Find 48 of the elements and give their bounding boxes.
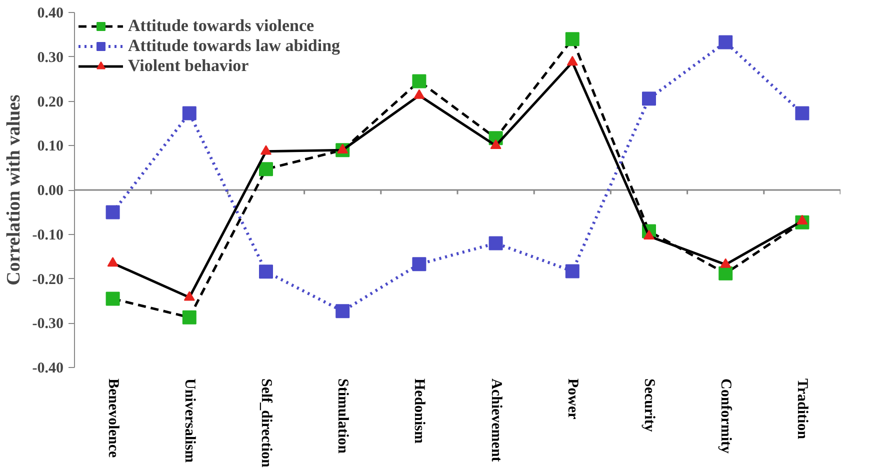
y-tick-label: 0.10 [37,138,64,155]
legend-label: Attitude towards violence [128,16,314,36]
y-tick-label: 0.30 [37,50,64,66]
x-tick-label: Achievement [488,378,504,462]
x-tick-label: Universalism [181,378,198,464]
y-tick-label: 0.40 [37,6,64,22]
y-tick-label: -0.20 [32,272,64,288]
x-tick-label: Benevolence [104,378,121,458]
point [259,264,273,279]
y-tick-label: -0.10 [32,227,64,244]
point [337,144,348,154]
point [566,56,578,66]
point [106,292,120,306]
point [720,258,732,268]
point [412,74,426,88]
point [795,106,810,120]
x-tick-label: Self_direction [258,378,274,468]
point [642,92,656,106]
point [490,139,502,150]
x-tick-label: Security [641,378,657,432]
point [796,214,808,224]
x-tick-label: Power [564,378,580,420]
point [565,264,580,278]
point [718,266,733,280]
x-tick-label: Tradition [794,378,810,440]
point [412,257,426,272]
point [336,304,350,318]
point [107,256,118,267]
point [414,89,425,99]
x-tick-label: Hedonism [411,378,428,444]
point [184,291,195,301]
x-tick-label: Stimulation [334,378,351,454]
point [260,145,272,155]
point [718,35,733,50]
y-axis-title: Correlation with values [3,94,24,286]
legend-label: Violent behavior [128,56,249,76]
point [488,236,503,250]
x-tick-label: Conformity [718,378,734,454]
y-tick-label: -0.40 [32,360,64,376]
point [182,310,196,324]
y-tick-label: 0.20 [37,94,64,110]
legend-label: Attitude towards law abiding [128,36,340,56]
point [565,32,580,46]
point [259,162,273,176]
y-tick-label: 0.00 [37,183,64,199]
y-tick-label: -0.30 [32,316,64,332]
point [182,106,196,120]
point [106,205,120,220]
